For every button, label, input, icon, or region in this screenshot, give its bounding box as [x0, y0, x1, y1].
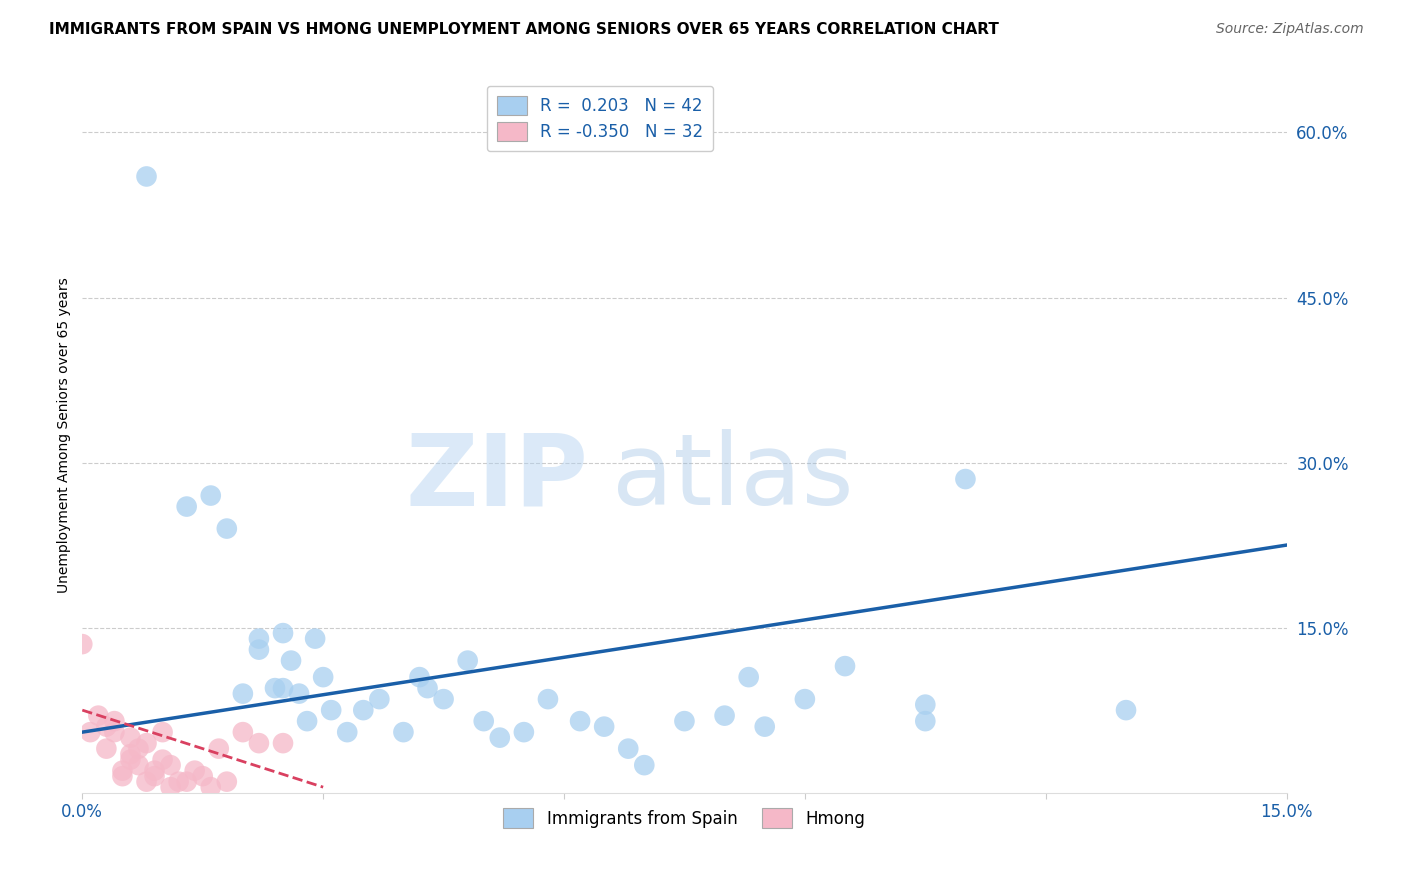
Point	[914, 698, 936, 712]
Point	[264, 681, 287, 695]
Point	[120, 731, 142, 745]
Point	[1115, 703, 1137, 717]
Point	[143, 764, 166, 778]
Text: Source: ZipAtlas.com: Source: ZipAtlas.com	[1216, 22, 1364, 37]
Point	[408, 670, 430, 684]
Point	[392, 725, 415, 739]
Point	[120, 747, 142, 761]
Point	[368, 692, 391, 706]
Point	[200, 780, 222, 794]
Text: IMMIGRANTS FROM SPAIN VS HMONG UNEMPLOYMENT AMONG SENIORS OVER 65 YEARS CORRELAT: IMMIGRANTS FROM SPAIN VS HMONG UNEMPLOYM…	[49, 22, 1000, 37]
Point	[135, 774, 157, 789]
Point	[247, 642, 270, 657]
Point	[215, 774, 238, 789]
Point	[416, 681, 439, 695]
Y-axis label: Unemployment Among Seniors over 65 years: Unemployment Among Seniors over 65 years	[58, 277, 72, 593]
Point	[232, 687, 254, 701]
Legend: Immigrants from Spain, Hmong: Immigrants from Spain, Hmong	[496, 802, 872, 834]
Point	[304, 632, 326, 646]
Point	[513, 725, 536, 739]
Point	[176, 500, 198, 514]
Point	[713, 708, 735, 723]
Point	[135, 169, 157, 184]
Point	[183, 764, 205, 778]
Point	[617, 741, 640, 756]
Point	[159, 758, 181, 772]
Point	[271, 681, 294, 695]
Point	[128, 741, 150, 756]
Text: ZIP: ZIP	[405, 429, 588, 526]
Point	[120, 753, 142, 767]
Point	[280, 654, 302, 668]
Point	[955, 472, 977, 486]
Point	[336, 725, 359, 739]
Point	[737, 670, 759, 684]
Point	[673, 714, 696, 728]
Point	[208, 741, 231, 756]
Point	[914, 714, 936, 728]
Point	[152, 725, 174, 739]
Text: atlas: atlas	[612, 429, 853, 526]
Point	[754, 720, 776, 734]
Point	[271, 736, 294, 750]
Point	[488, 731, 510, 745]
Point	[87, 708, 110, 723]
Point	[96, 720, 118, 734]
Point	[288, 687, 311, 701]
Point	[215, 522, 238, 536]
Point	[247, 736, 270, 750]
Point	[79, 725, 101, 739]
Point	[432, 692, 454, 706]
Point	[593, 720, 616, 734]
Point	[111, 769, 134, 783]
Point	[352, 703, 374, 717]
Point	[176, 774, 198, 789]
Point	[152, 753, 174, 767]
Point	[103, 714, 125, 728]
Point	[457, 654, 479, 668]
Point	[793, 692, 815, 706]
Point	[633, 758, 655, 772]
Point	[312, 670, 335, 684]
Point	[128, 758, 150, 772]
Point	[111, 764, 134, 778]
Point	[321, 703, 343, 717]
Point	[834, 659, 856, 673]
Point	[232, 725, 254, 739]
Point	[247, 632, 270, 646]
Point	[271, 626, 294, 640]
Point	[135, 736, 157, 750]
Point	[103, 725, 125, 739]
Point	[96, 741, 118, 756]
Point	[72, 637, 94, 651]
Point	[295, 714, 318, 728]
Point	[537, 692, 560, 706]
Point	[472, 714, 495, 728]
Point	[167, 774, 190, 789]
Point	[191, 769, 214, 783]
Point	[569, 714, 592, 728]
Point	[143, 769, 166, 783]
Point	[200, 489, 222, 503]
Point	[159, 780, 181, 794]
